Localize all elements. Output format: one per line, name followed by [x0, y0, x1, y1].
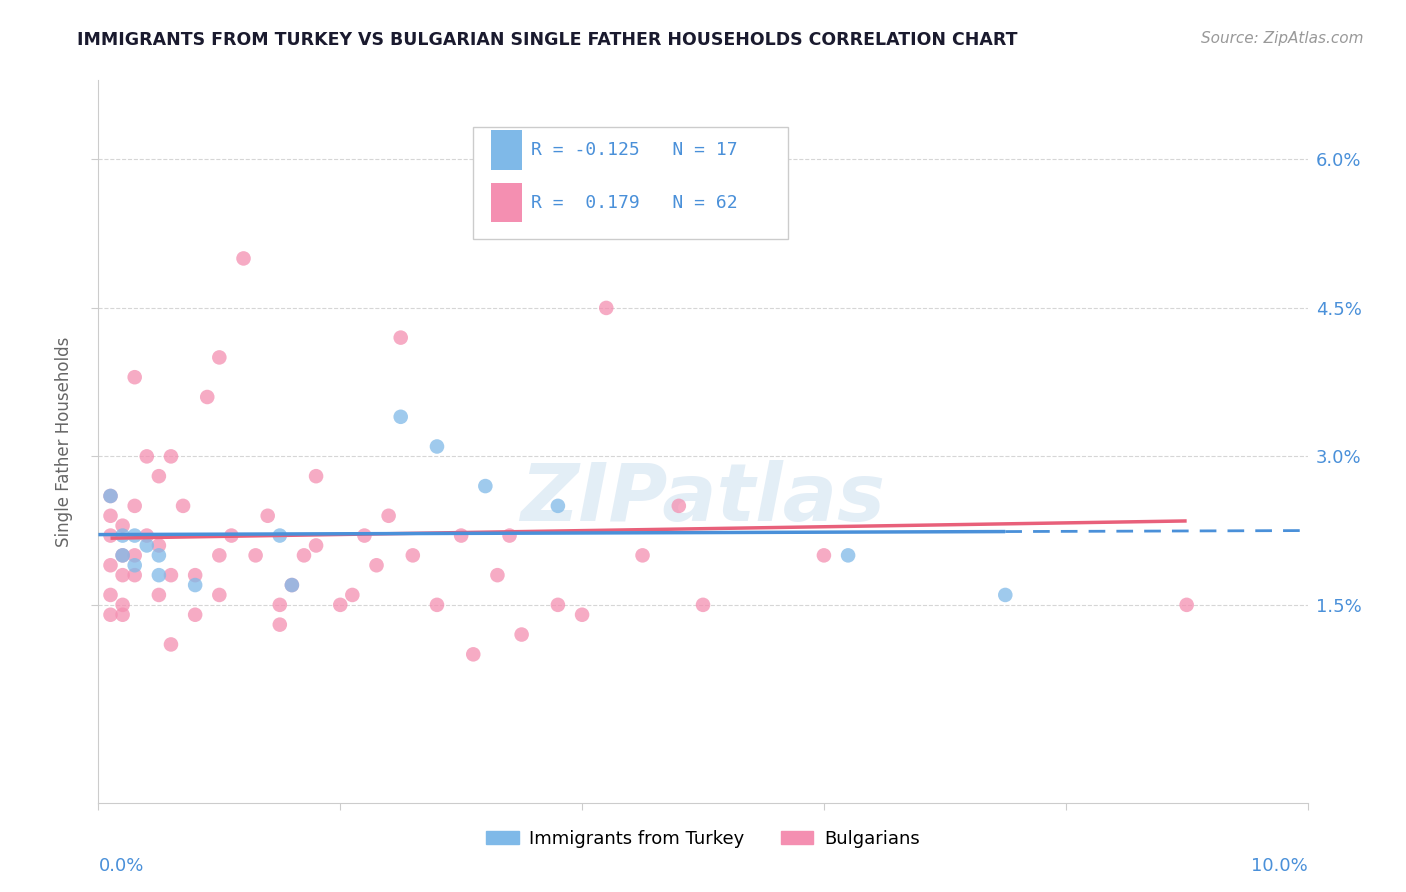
- Point: [195, 390, 218, 404]
- Point: [208, 549, 231, 563]
- Point: [172, 499, 194, 513]
- Point: [148, 568, 170, 582]
- Point: [124, 568, 146, 582]
- Text: ZIPatlas: ZIPatlas: [520, 460, 886, 539]
- Point: [100, 508, 122, 523]
- Point: [124, 558, 146, 573]
- Point: [269, 528, 291, 542]
- Point: [208, 351, 231, 365]
- Bar: [492, 183, 522, 222]
- Point: [571, 607, 593, 622]
- Point: [148, 549, 170, 563]
- Y-axis label: Single Father Households: Single Father Households: [55, 336, 73, 547]
- Point: [837, 549, 859, 563]
- Text: R =  0.179   N = 62: R = 0.179 N = 62: [531, 194, 738, 211]
- Point: [813, 549, 835, 563]
- Point: [135, 528, 157, 542]
- Point: [111, 549, 134, 563]
- Point: [148, 588, 170, 602]
- Point: [148, 539, 170, 553]
- Point: [256, 508, 278, 523]
- Point: [160, 450, 183, 464]
- Point: [100, 558, 122, 573]
- Text: IMMIGRANTS FROM TURKEY VS BULGARIAN SINGLE FATHER HOUSEHOLDS CORRELATION CHART: IMMIGRANTS FROM TURKEY VS BULGARIAN SING…: [77, 31, 1018, 49]
- Point: [184, 607, 207, 622]
- Point: [281, 578, 304, 592]
- Point: [305, 469, 328, 483]
- Point: [994, 588, 1017, 602]
- Text: Source: ZipAtlas.com: Source: ZipAtlas.com: [1201, 31, 1364, 46]
- Point: [269, 598, 291, 612]
- Point: [232, 252, 254, 266]
- Point: [402, 549, 425, 563]
- Point: [486, 568, 509, 582]
- Point: [463, 648, 485, 662]
- Point: [450, 528, 472, 542]
- Point: [124, 549, 146, 563]
- Point: [135, 539, 157, 553]
- Point: [692, 598, 714, 612]
- Point: [184, 578, 207, 592]
- Point: [631, 549, 654, 563]
- Point: [111, 607, 134, 622]
- Point: [668, 499, 690, 513]
- Point: [342, 588, 364, 602]
- Point: [547, 499, 569, 513]
- Point: [100, 607, 122, 622]
- Point: [547, 598, 569, 612]
- Point: [269, 617, 291, 632]
- Point: [292, 549, 315, 563]
- Point: [111, 568, 134, 582]
- Point: [100, 489, 122, 503]
- Point: [111, 528, 134, 542]
- Bar: [492, 130, 522, 169]
- Point: [148, 469, 170, 483]
- Point: [426, 440, 449, 454]
- Point: [474, 479, 496, 493]
- Point: [426, 598, 449, 612]
- Text: 10.0%: 10.0%: [1251, 857, 1308, 875]
- Point: [1175, 598, 1198, 612]
- Point: [281, 578, 304, 592]
- Point: [389, 330, 412, 344]
- Point: [160, 637, 183, 651]
- Point: [100, 489, 122, 503]
- Point: [353, 528, 375, 542]
- Text: R = -0.125   N = 17: R = -0.125 N = 17: [531, 141, 738, 159]
- Point: [124, 528, 146, 542]
- Legend: Immigrants from Turkey, Bulgarians: Immigrants from Turkey, Bulgarians: [479, 822, 927, 855]
- Point: [208, 588, 231, 602]
- Point: [111, 518, 134, 533]
- Point: [111, 598, 134, 612]
- Point: [100, 528, 122, 542]
- Point: [111, 549, 134, 563]
- Point: [135, 450, 157, 464]
- Point: [377, 508, 399, 523]
- Text: 0.0%: 0.0%: [98, 857, 143, 875]
- Point: [389, 409, 412, 424]
- Point: [124, 499, 146, 513]
- Point: [595, 301, 617, 315]
- Point: [498, 528, 520, 542]
- Point: [184, 568, 207, 582]
- Point: [305, 539, 328, 553]
- Point: [100, 588, 122, 602]
- Point: [510, 627, 533, 641]
- Point: [160, 568, 183, 582]
- Point: [124, 370, 146, 384]
- Point: [752, 202, 775, 216]
- Point: [245, 549, 267, 563]
- Point: [329, 598, 352, 612]
- Point: [221, 528, 243, 542]
- Point: [366, 558, 388, 573]
